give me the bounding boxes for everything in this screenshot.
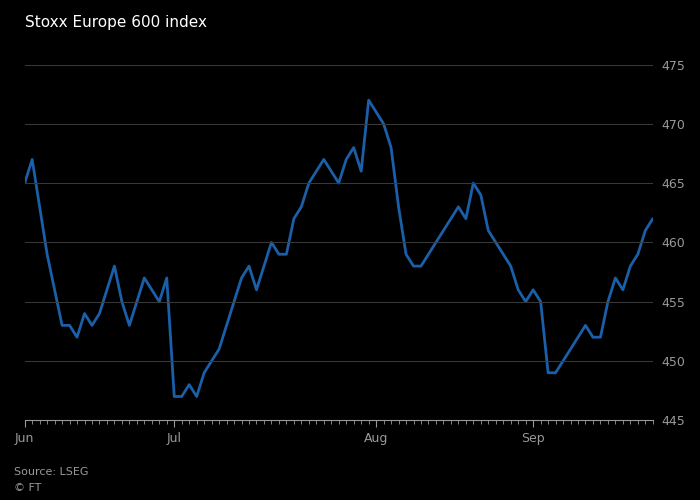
Text: © FT: © FT [14,483,41,493]
Text: Stoxx Europe 600 index: Stoxx Europe 600 index [25,15,206,30]
Text: Source: LSEG: Source: LSEG [14,467,88,477]
